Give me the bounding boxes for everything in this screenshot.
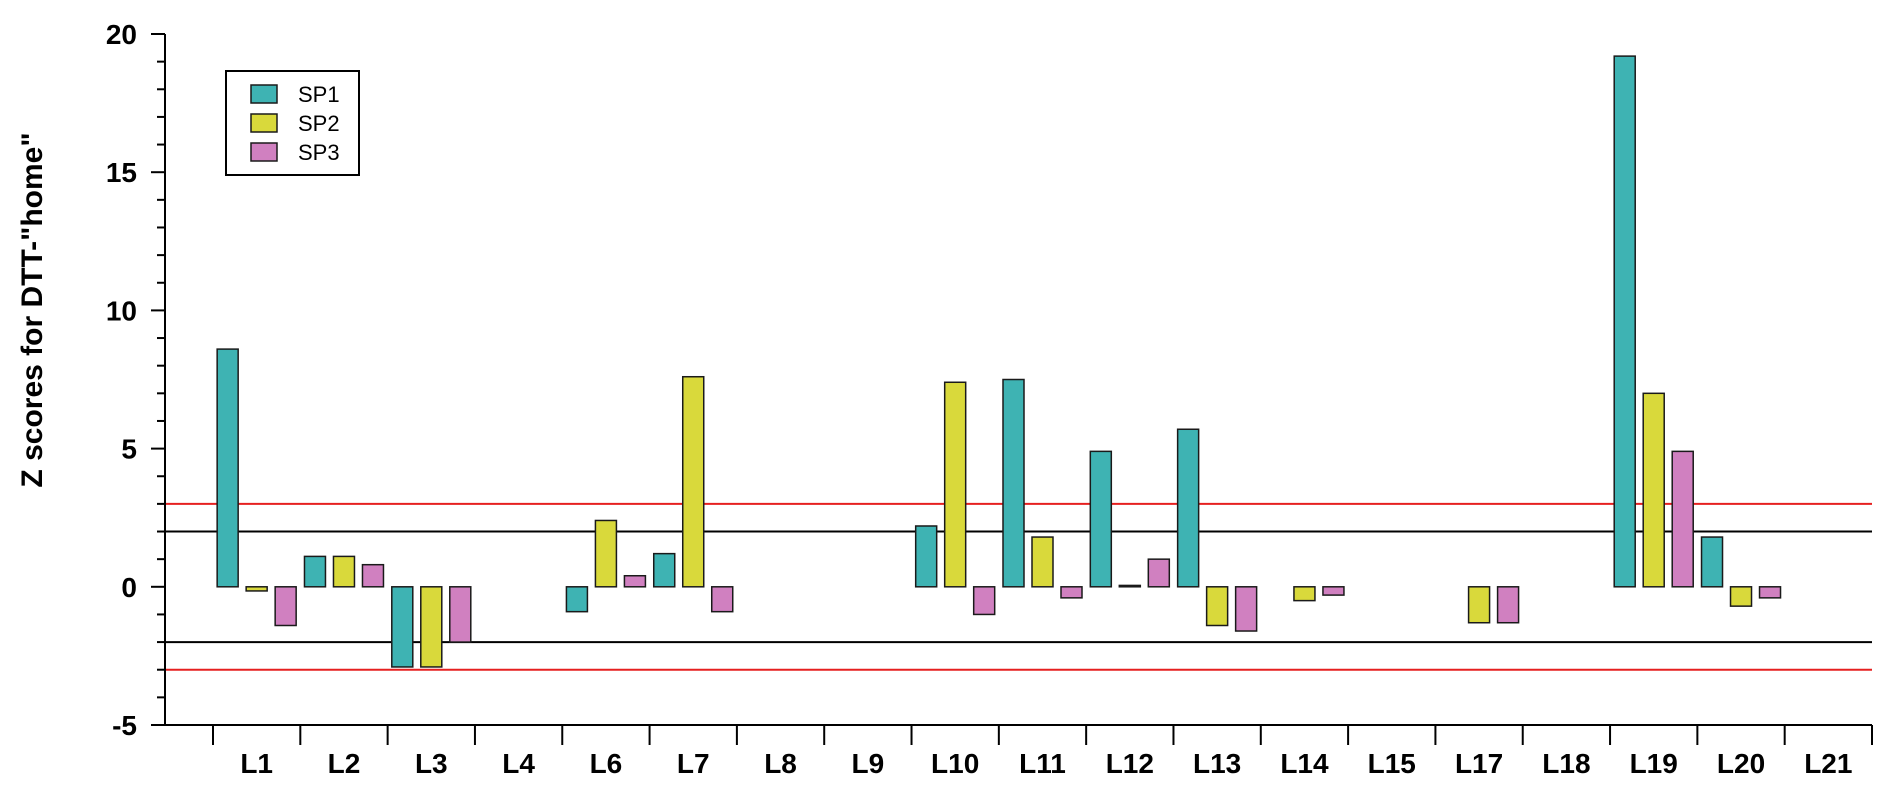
bar-L2-SP3 xyxy=(361,563,385,588)
legend-label-SP1: SP1 xyxy=(298,82,340,107)
legend-swatch-SP3 xyxy=(250,142,278,162)
bar-L3-SP2 xyxy=(420,586,443,668)
x-tick-label: L18 xyxy=(1542,748,1590,779)
bar-L11-SP1 xyxy=(1002,378,1025,588)
x-tick-label: L6 xyxy=(590,748,623,779)
bar-L6-SP3 xyxy=(623,574,647,588)
bar-L10-SP2 xyxy=(943,381,967,588)
x-tick-label: L20 xyxy=(1717,748,1765,779)
y-tick-label: 0 xyxy=(121,572,137,603)
bar-L19-SP1 xyxy=(1613,55,1636,588)
bar-L10-SP3 xyxy=(972,586,996,616)
bar-L7-SP2 xyxy=(681,375,705,588)
bar-L12-SP2 xyxy=(1118,584,1142,588)
legend-swatch-SP2 xyxy=(250,113,278,133)
bar-L20-SP3 xyxy=(1758,586,1782,599)
x-tick-label: L15 xyxy=(1368,748,1416,779)
bar-L1-SP2 xyxy=(245,586,268,592)
x-tick-label: L10 xyxy=(931,748,979,779)
bar-L13-SP1 xyxy=(1176,428,1200,588)
axes: L1 L2 L3 L4 L6 L7 L8 L9 L10 L11 L12 L13 L14 L15 L17 L18… xyxy=(106,19,1873,779)
y-axis-title: Z scores for DTT-"home" xyxy=(16,132,49,487)
bar-L13-SP2 xyxy=(1205,586,1229,627)
x-tick-label: L12 xyxy=(1106,748,1154,779)
bar-L14-SP3 xyxy=(1322,586,1345,596)
legend-label-SP3: SP3 xyxy=(298,140,340,165)
bar-L17-SP2 xyxy=(1467,586,1491,624)
x-tick-label: L11 xyxy=(1019,748,1066,779)
x-tick-label: L9 xyxy=(852,748,885,779)
x-tick-label: L21 xyxy=(1804,748,1852,779)
bar-L7-SP3 xyxy=(710,586,734,613)
x-tick-label: L8 xyxy=(764,748,797,779)
bar-L6-SP1 xyxy=(565,586,589,613)
y-tick-label: 10 xyxy=(106,295,137,326)
bar-L17-SP3 xyxy=(1496,586,1520,624)
bar-L10-SP1 xyxy=(914,525,938,588)
bar-L3-SP3 xyxy=(449,586,472,643)
y-tick-label: -5 xyxy=(112,710,137,741)
bar-L14-SP2 xyxy=(1293,586,1316,602)
bar-L19-SP3 xyxy=(1671,450,1694,588)
x-tick-label: L2 xyxy=(328,748,361,779)
y-tick-label: 15 xyxy=(106,157,137,188)
bar-L20-SP1 xyxy=(1700,536,1724,588)
legend-swatch-SP1 xyxy=(250,84,278,104)
y-tick-label: 20 xyxy=(106,19,137,50)
x-tick-label: L13 xyxy=(1193,748,1241,779)
bar-L11-SP3 xyxy=(1060,586,1083,599)
legend: SP1 SP2 SP3 xyxy=(225,70,360,176)
bar-L12-SP3 xyxy=(1147,558,1171,588)
bars xyxy=(216,55,1782,668)
bar-L2-SP2 xyxy=(332,555,356,588)
x-tick-label: L1 xyxy=(240,748,273,779)
bar-L6-SP2 xyxy=(594,519,618,588)
bar-L12-SP1 xyxy=(1089,450,1113,588)
bar-L13-SP3 xyxy=(1234,586,1258,632)
x-tick-label: L4 xyxy=(502,748,535,779)
legend-label-SP2: SP2 xyxy=(298,111,340,136)
x-tick-label: L17 xyxy=(1455,748,1503,779)
x-tick-label: L14 xyxy=(1280,748,1329,779)
bar-L2-SP1 xyxy=(303,555,327,588)
bar-L19-SP2 xyxy=(1642,392,1665,588)
bar-L11-SP2 xyxy=(1031,536,1054,588)
x-tick-label: L7 xyxy=(677,748,710,779)
x-tick-label: L3 xyxy=(415,748,448,779)
y-tick-label: 5 xyxy=(121,434,137,465)
bar-L1-SP3 xyxy=(274,586,297,627)
legend-box xyxy=(225,70,360,176)
bar-L3-SP1 xyxy=(391,586,414,668)
x-tick-label: L19 xyxy=(1630,748,1678,779)
bar-L7-SP1 xyxy=(652,552,676,588)
bar-L1-SP1 xyxy=(216,348,239,588)
bar-L20-SP2 xyxy=(1729,586,1753,607)
